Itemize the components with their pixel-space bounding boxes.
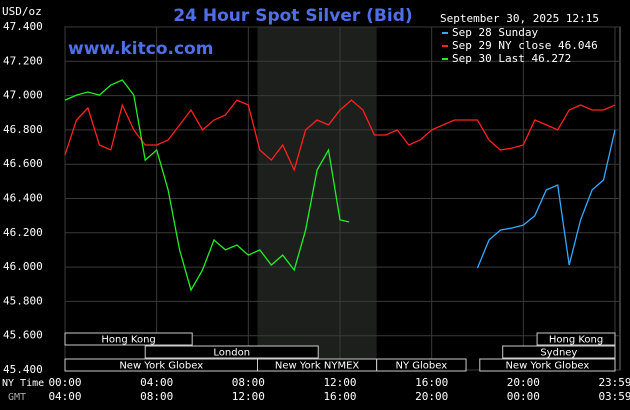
x-tick-label: 20:00 <box>507 376 540 389</box>
y-tick-label: 46.000 <box>3 260 43 273</box>
y-tick-label: 45.800 <box>3 294 43 307</box>
session-label: New York Globex <box>505 361 589 372</box>
session-box <box>376 358 467 372</box>
y-tick-label: 46.200 <box>3 226 43 239</box>
session-label: London <box>213 348 250 359</box>
gmt-tick-label: 16:00 <box>323 390 356 403</box>
gmt-tick-label: 08:00 <box>140 390 173 403</box>
session-box <box>144 345 319 359</box>
gmt-tick-label: 03:59 <box>598 390 630 403</box>
y-tick-label: 47.000 <box>3 89 43 102</box>
session-label: Hong Kong <box>101 335 155 346</box>
legend-label: Sep 29 NY close 46.046 <box>452 39 598 52</box>
series-line <box>476 129 616 269</box>
chart-title: 24 Hour Spot Silver (Bid) <box>173 6 412 26</box>
x-tick-label: 00:00 <box>48 376 81 389</box>
y-axis-label: USD/oz <box>2 5 42 18</box>
session-label: New York Globex <box>119 361 203 372</box>
gmt-tick-label: 20:00 <box>415 390 448 403</box>
y-tick-label: 46.800 <box>3 123 43 136</box>
session-box <box>502 345 616 359</box>
x-tick-label: 16:00 <box>415 376 448 389</box>
x-tick-label: 08:00 <box>232 376 265 389</box>
y-tick-label: 46.600 <box>3 157 43 170</box>
timestamp: September 30, 2025 12:15 <box>440 12 599 25</box>
session-label: Hong Kong <box>549 335 603 346</box>
y-tick-label: 47.200 <box>3 54 43 67</box>
x-tick-label: 04:00 <box>140 376 173 389</box>
ny-time-label: NY Time <box>2 378 44 389</box>
gmt-tick-label: 04:00 <box>48 390 81 403</box>
watermark: www.kitco.com <box>68 39 213 59</box>
gmt-tick-label: 12:00 <box>232 390 265 403</box>
y-tick-label: 45.600 <box>3 329 43 342</box>
y-tick-label: 47.400 <box>3 20 43 33</box>
series-line <box>64 99 616 172</box>
session-label: Sydney <box>540 348 577 359</box>
session-box <box>536 332 616 346</box>
series-line <box>64 79 350 292</box>
session-label: New York NYMEX <box>275 361 360 372</box>
session-box <box>479 358 616 372</box>
y-tick-label: 45.400 <box>3 363 43 376</box>
session-label: NY Globex <box>396 361 448 372</box>
x-tick-label: 23:59 <box>598 376 630 389</box>
gmt-tick-label: 00:00 <box>507 390 540 403</box>
gmt-label: GMT <box>8 392 26 403</box>
legend-label: Sep 28 Sunday <box>452 26 538 39</box>
x-tick-label: 12:00 <box>323 376 356 389</box>
y-tick-label: 46.400 <box>3 192 43 205</box>
plot-under <box>64 26 621 371</box>
legend-label: Sep 30 Last 46.272 <box>452 52 571 65</box>
session-box <box>64 332 193 346</box>
